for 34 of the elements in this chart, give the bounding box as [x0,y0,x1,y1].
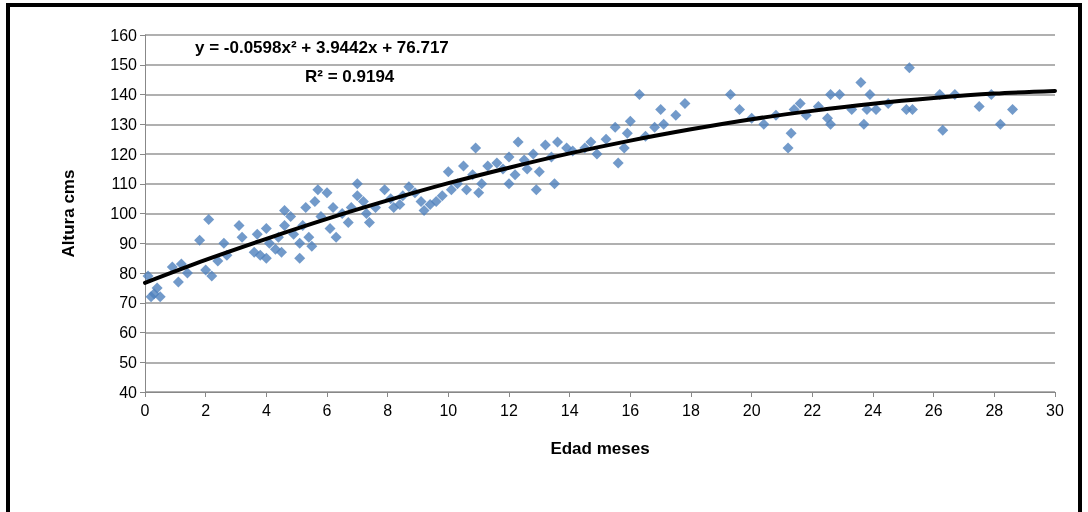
x-tick-label: 20 [742,401,761,419]
y-tick-label: 110 [111,175,138,193]
y-tick-label: 120 [110,145,138,163]
x-tick-label: 0 [140,401,150,419]
x-tick-label: 30 [1046,401,1064,419]
x-tick-label: 26 [924,401,943,419]
annotation: y = -0.0598x² + 3.9442x + 76.717 [195,38,449,57]
y-axis-title: Altura cms [59,169,78,258]
x-tick-label: 14 [560,401,579,419]
y-tick-label: 150 [110,56,138,74]
x-tick-label: 2 [201,401,211,419]
x-tick-label: 10 [439,401,458,419]
y-tick-label: 50 [119,353,138,371]
y-tick-label: 130 [110,115,138,133]
x-tick-label: 8 [383,401,393,419]
x-axis-title: Edad meses [550,439,650,458]
x-tick-label: 22 [803,401,822,419]
x-tick-label: 24 [864,401,882,419]
y-tick-label: 80 [119,264,138,282]
y-tick-label: 90 [119,234,138,252]
y-tick-label: 60 [119,324,138,341]
x-tick-label: 6 [322,401,332,419]
annotation: R² = 0.9194 [305,67,395,86]
y-tick-label: 160 [110,26,138,44]
x-tick-label: 28 [985,401,1004,419]
x-tick-label: 12 [500,401,518,419]
y-tick-label: 100 [110,205,138,222]
line-series [143,88,1057,285]
x-tick-label: 4 [261,401,271,419]
y-tick-label: 140 [110,86,138,103]
y-tick-label: 40 [119,383,138,401]
x-tick-label: 16 [621,401,640,419]
x-tick-label: 18 [682,401,700,419]
y-tick-label: 70 [119,294,138,312]
